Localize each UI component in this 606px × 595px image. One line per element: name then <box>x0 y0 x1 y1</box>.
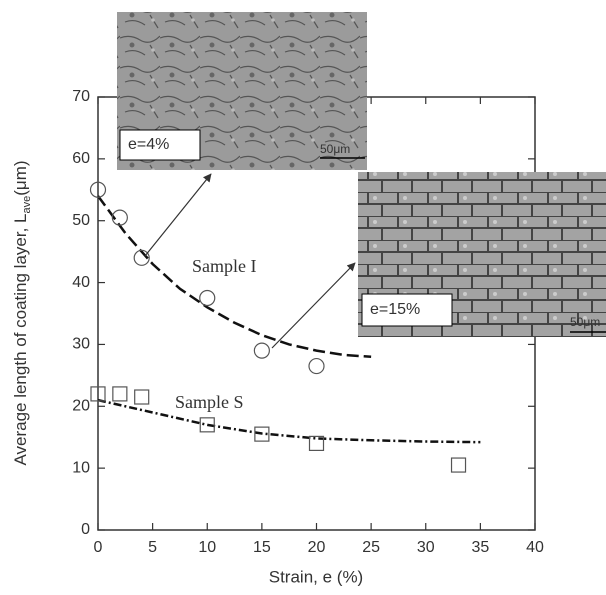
scale-bar-label: 50μm <box>320 142 350 156</box>
x-tick-label: 35 <box>471 539 489 556</box>
x-tick-label: 25 <box>362 539 380 556</box>
y-axis-label-suffix: (μm) <box>11 160 30 195</box>
arrow <box>144 173 212 257</box>
fit-line <box>96 195 372 359</box>
inset-label-box <box>119 129 201 161</box>
inset-label: e=4% <box>128 136 169 153</box>
inset-label-box <box>361 293 453 327</box>
y-tick-label: 50 <box>72 212 90 229</box>
point <box>450 457 467 473</box>
point <box>90 386 106 402</box>
inset-2: e=15% 50μm <box>358 172 606 337</box>
x-tick-label: 15 <box>253 539 271 556</box>
fit-line <box>97 398 481 444</box>
point <box>112 386 128 402</box>
y-axis-label: Average length of coating layer, Lave(μm… <box>11 160 32 465</box>
y-tick-label: 10 <box>72 459 90 476</box>
point <box>308 357 325 375</box>
series-annotation: Sample I <box>192 256 257 276</box>
arrow <box>271 262 356 349</box>
point <box>111 209 128 226</box>
point <box>134 389 150 405</box>
point <box>199 417 215 433</box>
y-axis-label-subscript: ave <box>21 196 33 214</box>
x-tick-label: 10 <box>198 539 216 556</box>
y-tick-label: 60 <box>72 150 90 167</box>
x-tick-label: 40 <box>526 539 544 556</box>
x-tick-label: 30 <box>417 539 435 556</box>
inset-label: e=15% <box>370 301 420 318</box>
point <box>308 435 325 451</box>
y-tick-label: 20 <box>72 398 90 415</box>
point <box>89 181 107 198</box>
x-tick-label: 20 <box>308 539 326 556</box>
y-axis-label-text: Average length of coating layer, L <box>11 214 30 466</box>
plot-area: 0 5 10 15 20 25 30 35 40 0 10 20 30 40 50 60 70 <box>72 88 544 556</box>
point <box>253 342 270 359</box>
y-tick-label: 70 <box>72 88 90 105</box>
x-axis-label: Strain, e (%) <box>269 567 363 586</box>
series-annotation: Sample S <box>175 392 244 412</box>
point <box>133 249 150 266</box>
inset-1: e=4% 50μm <box>117 12 367 170</box>
x-tick-label: 5 <box>148 539 157 556</box>
y-tick-label: 0 <box>81 521 90 538</box>
point <box>199 289 216 307</box>
y-tick-label: 30 <box>72 336 90 353</box>
y-tick-label: 40 <box>72 274 90 291</box>
scale-bar-label: 50μm <box>570 315 600 329</box>
x-tick-label: 0 <box>94 539 103 556</box>
point <box>254 426 270 442</box>
